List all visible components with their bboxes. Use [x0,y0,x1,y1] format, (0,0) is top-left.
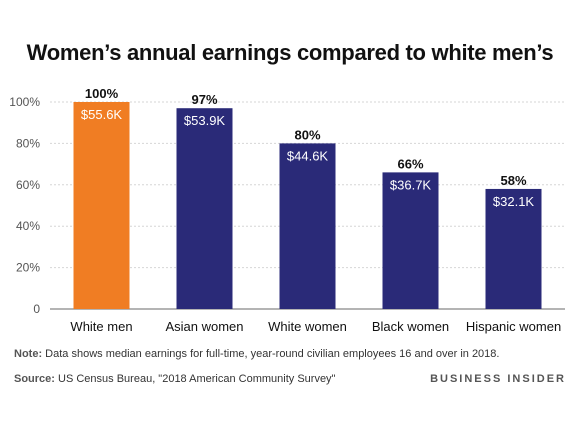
y-tick-label: 0 [33,302,40,316]
chart-source: Source: US Census Bureau, "2018 American… [14,373,335,385]
bar [73,102,130,309]
bar [485,188,542,309]
brand-logo: BUSINESS INSIDER [430,373,566,385]
bar-percent-label: 58% [500,173,526,188]
x-category-label: Hispanic women [466,319,561,334]
bar-earnings-label: $53.9K [184,113,226,128]
bar-labels: 100% $55.6K 97% $53.9K 80% $44.6K 66% $36.7K 58%… [81,86,535,209]
bar-earnings-label: $36.7K [390,177,432,192]
x-category-label: White men [70,319,132,334]
y-tick-label: 60% [16,178,40,192]
bar-percent-label: 80% [294,127,320,142]
bar-earnings-label: $32.1K [493,194,535,209]
x-category-label: Black women [372,319,449,334]
bar-earnings-label: $55.6K [81,107,123,122]
chart-title: Women’s annual earnings compared to whit… [26,40,554,65]
x-category-label: White women [268,319,347,334]
bar-earnings-label: $44.6K [287,148,329,163]
chart-note: Note: Data shows median earnings for ful… [14,348,499,360]
y-tick-label: 20% [16,261,40,275]
source-label: Source: [14,373,55,385]
x-category-label: Asian women [165,319,243,334]
note-text: Data shows median earnings for full-time… [45,348,500,360]
y-tick-label: 40% [16,219,40,233]
source-text: US Census Bureau, "2018 American Communi… [58,373,336,385]
x-axis-categories: White men Asian women White women Black wom… [70,319,561,334]
y-tick-label: 80% [16,136,40,150]
bar [279,143,336,309]
bars [73,102,542,310]
bar-chart: 0 20% 40% 60% 80% 100% 100% $55.6K 97% $53.9K 80%… [9,86,565,334]
bar-percent-label: 66% [397,156,423,171]
bar [382,172,439,309]
bar-percent-label: 100% [85,86,119,101]
bar-percent-label: 97% [191,92,217,107]
bar [176,108,233,310]
note-label: Note: [14,348,43,360]
y-axis-ticks: 0 20% 40% 60% 80% 100% [9,95,40,316]
y-tick-label: 100% [9,95,40,109]
